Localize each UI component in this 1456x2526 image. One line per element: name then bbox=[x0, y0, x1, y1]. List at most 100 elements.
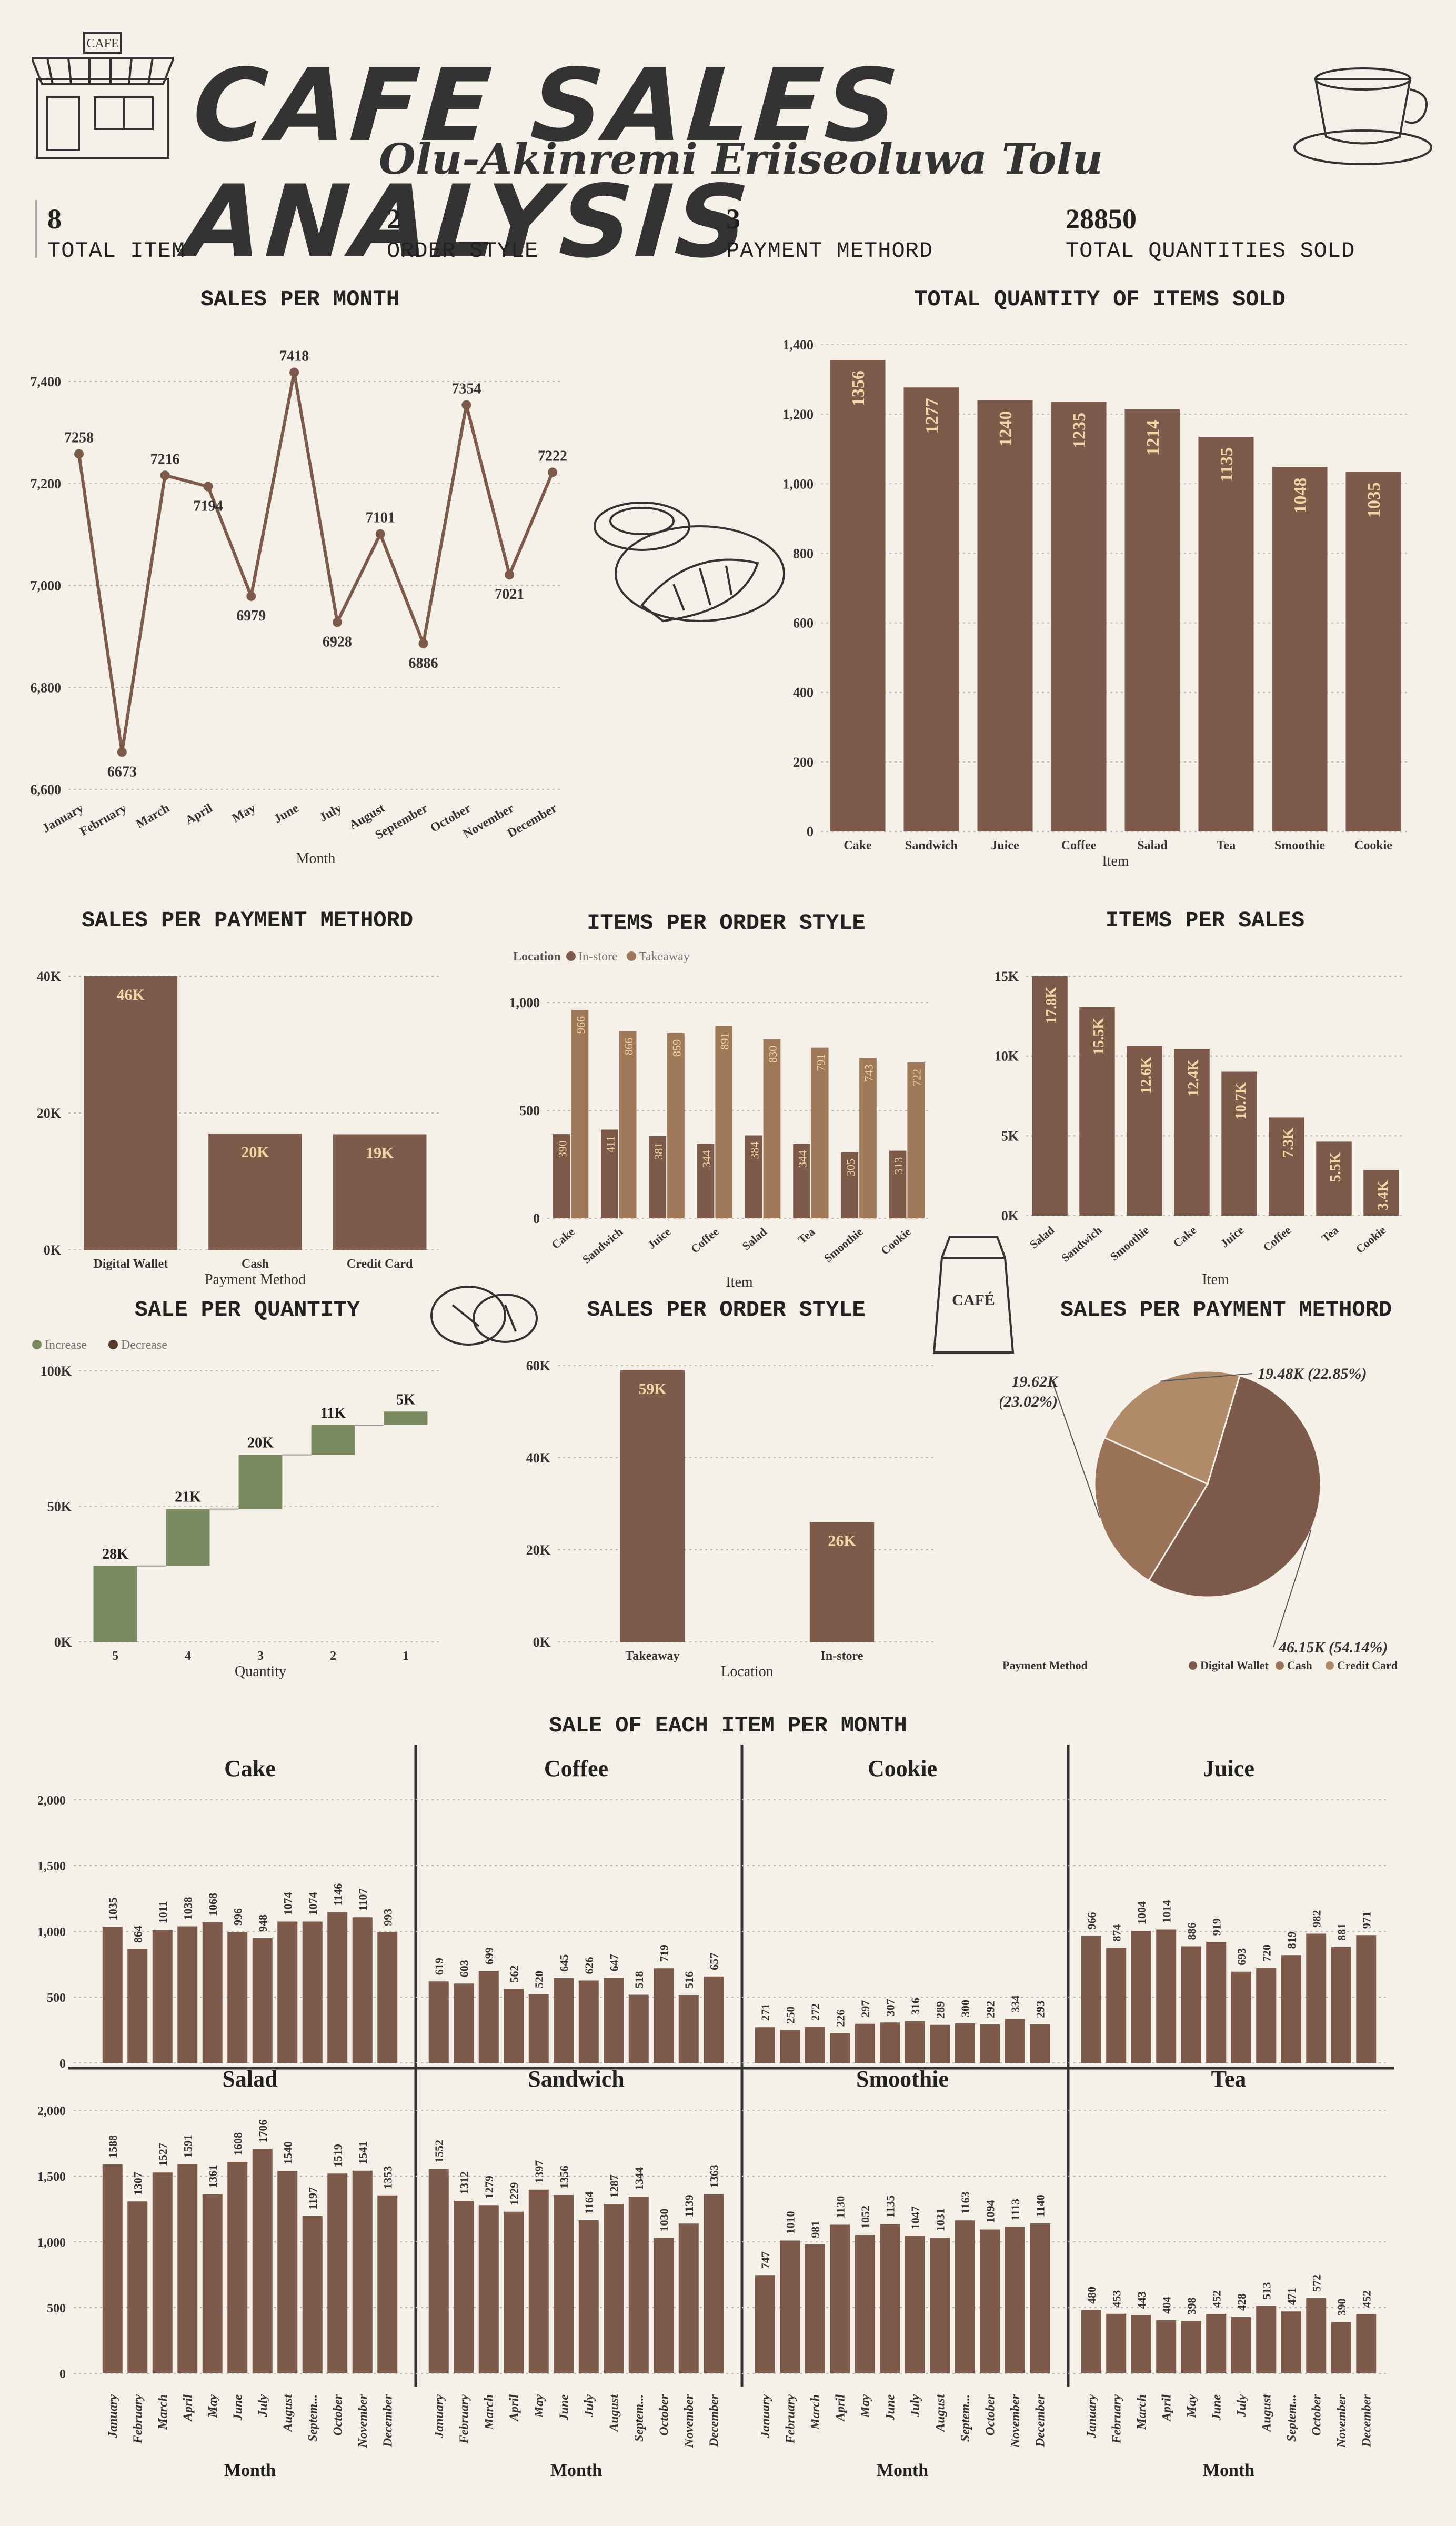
bar bbox=[1306, 2298, 1327, 2373]
bar bbox=[1051, 402, 1107, 831]
data-label: 1030 bbox=[657, 2209, 670, 2232]
data-label: 1519 bbox=[331, 2144, 344, 2167]
data-label: 7258 bbox=[64, 430, 94, 446]
y-tick-label: 0 bbox=[59, 2368, 66, 2381]
x-tick-label: Cake bbox=[1171, 1224, 1199, 1250]
data-label: 516 bbox=[682, 1971, 696, 1989]
coffee-croissant-icon bbox=[594, 502, 785, 623]
data-label: 7021 bbox=[495, 586, 524, 603]
x-tick-label: December bbox=[381, 2394, 395, 2448]
y-tick-label: 1,500 bbox=[37, 1860, 66, 1873]
legend-swatch bbox=[627, 951, 636, 961]
data-label: 443 bbox=[1135, 2291, 1148, 2309]
bar bbox=[1181, 2321, 1201, 2373]
x-tick-label: Cookie bbox=[878, 1225, 913, 1258]
data-label: 453 bbox=[1110, 2290, 1123, 2308]
bar bbox=[352, 1917, 373, 2063]
kpi-divider bbox=[35, 200, 37, 258]
data-point bbox=[375, 529, 385, 539]
x-tick-label: November bbox=[356, 2394, 370, 2448]
data-label: 398 bbox=[1185, 2298, 1198, 2315]
panel-title: Salad bbox=[222, 2066, 277, 2092]
data-label: 866 bbox=[622, 1038, 635, 1055]
data-label: 1139 bbox=[682, 2194, 696, 2217]
data-label: 15.5K bbox=[1091, 1018, 1107, 1055]
bar bbox=[277, 1921, 298, 2063]
slice-label: 46.15K (54.14%) bbox=[1278, 1639, 1388, 1656]
bar bbox=[454, 2201, 474, 2373]
data-point bbox=[289, 367, 299, 377]
legend-title: Location bbox=[513, 950, 561, 964]
data-label: 1356 bbox=[557, 2166, 570, 2189]
bar bbox=[1079, 1007, 1115, 1216]
x-tick-label: August bbox=[281, 2394, 295, 2433]
x-tick-label: Tea bbox=[1217, 839, 1236, 853]
data-label: 971 bbox=[1360, 1911, 1373, 1929]
chart-items-per-sales: 0K 5K 10K 15K 17.8K Salad 15.5K Sandwich 12.6K Sm… bbox=[995, 969, 1405, 1288]
x-tick-label: Smoothie bbox=[821, 1225, 866, 1265]
data-label: 830 bbox=[766, 1046, 779, 1063]
bar bbox=[855, 2235, 875, 2373]
pie-slice bbox=[1093, 1436, 1209, 1582]
legend-label: Increase bbox=[45, 1338, 87, 1352]
bar bbox=[1256, 2306, 1277, 2373]
kpi-total-quantities: 28850 TOTAL QUANTITIES SOLD bbox=[1066, 203, 1355, 264]
title-sales-payment-pie: SALES PER PAYMENT METHORD bbox=[1060, 1297, 1392, 1322]
bar bbox=[1206, 1942, 1227, 2063]
x-tick-label: October bbox=[1310, 2394, 1323, 2435]
bar bbox=[152, 2172, 173, 2373]
y-tick-label: 500 bbox=[47, 2302, 66, 2316]
kpi-value: 8 bbox=[47, 203, 62, 235]
bar bbox=[1272, 467, 1328, 831]
data-label: 791 bbox=[814, 1054, 827, 1071]
bar bbox=[1030, 2223, 1050, 2373]
data-label: 819 bbox=[1285, 1931, 1298, 1949]
bar bbox=[311, 1425, 355, 1455]
panel-title: Coffee bbox=[544, 1756, 608, 1781]
x-tick-label: Septem... bbox=[632, 2394, 646, 2442]
data-label: 313 bbox=[892, 1157, 905, 1175]
bar bbox=[504, 1989, 524, 2063]
data-label: 722 bbox=[910, 1069, 923, 1086]
x-tick-label: Septem... bbox=[1285, 2394, 1299, 2442]
kpi-label: PAYMENT METHORD bbox=[726, 238, 933, 264]
data-point bbox=[548, 467, 557, 477]
x-tick-label: Septem... bbox=[306, 2394, 320, 2442]
data-label: 1608 bbox=[231, 2132, 244, 2156]
y-tick-label: 1,000 bbox=[509, 995, 540, 1010]
data-label: 344 bbox=[700, 1150, 713, 1168]
data-label: 7216 bbox=[150, 451, 180, 467]
data-label: 1048 bbox=[1291, 478, 1310, 514]
data-label: 874 bbox=[1110, 1924, 1123, 1942]
bar bbox=[678, 1995, 699, 2063]
data-label: 966 bbox=[1085, 1912, 1098, 1930]
x-tick-label: Credit Card bbox=[347, 1257, 413, 1271]
data-label: 1130 bbox=[834, 2196, 847, 2219]
data-label: 720 bbox=[1260, 1944, 1273, 1962]
x-tick-label: December bbox=[707, 2394, 721, 2448]
y-tick-label: 60K bbox=[526, 1358, 551, 1374]
x-tick-label: February bbox=[1110, 2394, 1123, 2444]
y-tick-label: 0K bbox=[54, 1635, 72, 1650]
data-label: 7418 bbox=[279, 348, 309, 365]
x-tick-label: 4 bbox=[185, 1649, 191, 1663]
chart-sales-order-style: 0K 20K 40K 60K 59K Takeaway 26K In-store Locatio… bbox=[526, 1358, 937, 1680]
x-tick-label: April bbox=[834, 2394, 847, 2422]
data-label: 626 bbox=[583, 1957, 596, 1974]
bar bbox=[859, 1058, 877, 1218]
chart-sales-per-month: 6,600 6,800 7,000 7,200 7,400 7258 January 6673… bbox=[31, 348, 568, 867]
data-label: 1107 bbox=[356, 1888, 369, 1911]
data-label: 226 bbox=[834, 2010, 847, 2027]
x-tick-label: February bbox=[457, 2394, 471, 2444]
kpi-payment-method: 3 PAYMENT METHORD bbox=[726, 203, 933, 264]
data-label: 480 bbox=[1085, 2287, 1098, 2304]
bar bbox=[667, 1033, 685, 1218]
data-label: 1344 bbox=[632, 2167, 646, 2190]
title-sale-per-quantity: SALE PER QUANTITY bbox=[134, 1297, 360, 1322]
x-tick-label: 5 bbox=[112, 1649, 118, 1663]
x-tick-label: July bbox=[909, 2394, 922, 2418]
bar bbox=[793, 1144, 810, 1218]
bar bbox=[1081, 1936, 1101, 2063]
bar bbox=[1306, 1933, 1327, 2063]
data-label: 11K bbox=[320, 1405, 346, 1421]
